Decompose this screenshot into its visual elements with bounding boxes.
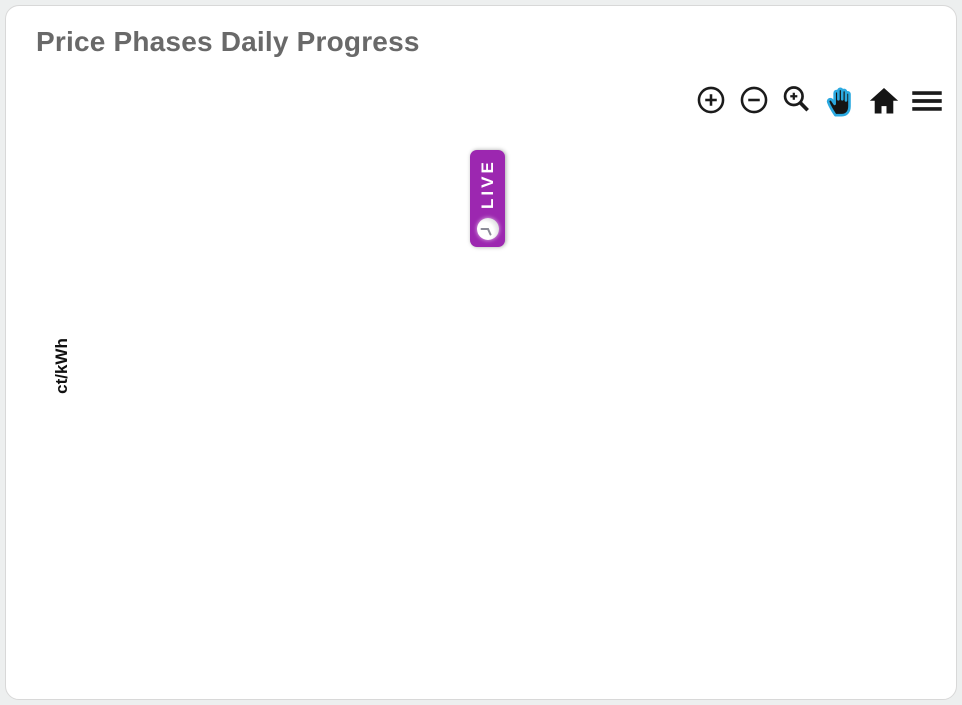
zoom-out-button[interactable] (738, 84, 770, 116)
pan-hand-icon (824, 84, 856, 118)
y-axis-title: ct/kWh (52, 338, 71, 394)
chart-toolbar (695, 84, 942, 118)
hamburger-menu-icon (910, 84, 942, 118)
menu-button[interactable] (910, 84, 942, 116)
clock-icon (476, 218, 499, 240)
magnifier-plus-icon (781, 84, 813, 116)
reset-view-button[interactable] (867, 84, 899, 116)
zoom-in-button[interactable] (695, 84, 727, 116)
live-badge: LIVE (470, 150, 505, 247)
live-label: LIVE (477, 159, 497, 209)
chart-card (5, 5, 957, 700)
pan-button[interactable] (824, 84, 856, 118)
zoom-in-icon (695, 84, 727, 116)
page-title: Price Phases Daily Progress (36, 26, 420, 57)
zoom-out-icon (738, 84, 770, 116)
box-zoom-button[interactable] (781, 84, 813, 116)
home-icon (867, 84, 899, 118)
